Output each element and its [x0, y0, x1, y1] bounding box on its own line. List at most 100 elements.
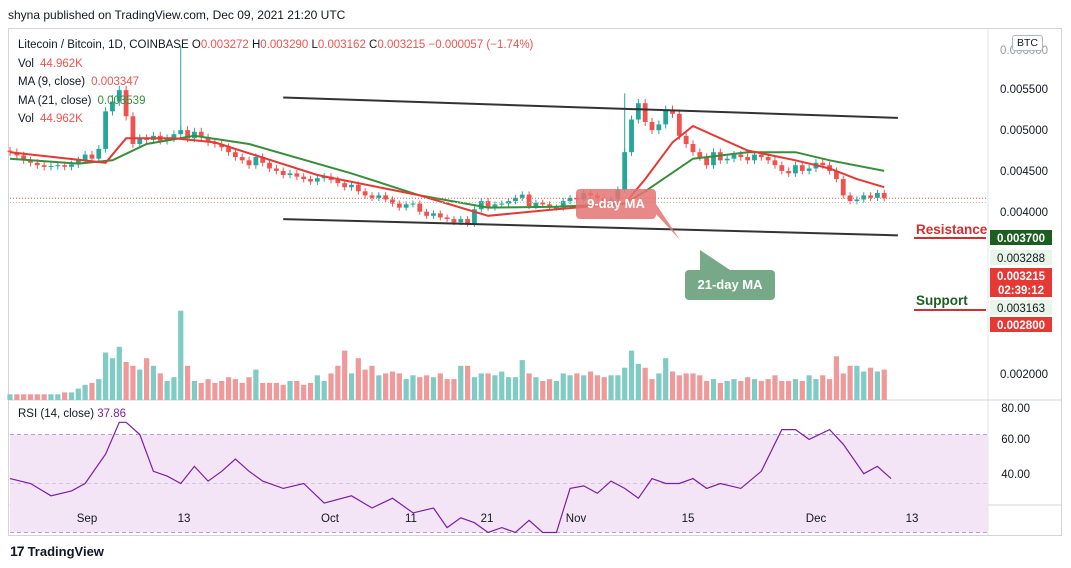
- candle-body: [130, 116, 136, 144]
- candle-body: [649, 121, 655, 131]
- volume-bar: [587, 371, 594, 400]
- x-tick-label: Dec: [806, 513, 827, 525]
- candle-body: [342, 183, 348, 188]
- candle-body: [786, 170, 792, 174]
- price-label-box: [990, 250, 1052, 265]
- candle-body: [280, 170, 286, 175]
- volume-bar: [649, 379, 655, 400]
- candle-body: [335, 179, 341, 184]
- candle-body: [417, 203, 423, 212]
- candle-body: [724, 158, 730, 161]
- candle-body: [444, 217, 450, 220]
- candle-body: [540, 202, 546, 205]
- candle-body: [485, 201, 491, 208]
- volume-bar: [622, 367, 628, 400]
- tradingview-logo-icon: 17: [10, 543, 25, 559]
- candle-body: [690, 143, 696, 153]
- candle-body: [294, 173, 300, 177]
- volume-bar: [144, 358, 150, 400]
- volume-bar: [34, 394, 40, 400]
- rsi-legend-label: RSI (14, close): [18, 408, 95, 420]
- volume-bar: [171, 377, 177, 400]
- volume-bar: [355, 358, 361, 400]
- legend-l-label: L: [311, 39, 318, 51]
- candle-body: [369, 195, 375, 198]
- volume-bar: [164, 381, 170, 400]
- published-line: shyna published on TradingView.com, Dec …: [8, 8, 346, 22]
- candle-body: [519, 194, 525, 198]
- volume-bar: [191, 381, 198, 400]
- legend-vol2-label: Vol: [18, 113, 34, 125]
- volume-bar: [669, 371, 676, 400]
- volume-bar: [48, 394, 54, 400]
- candle-body: [793, 165, 798, 174]
- volume-bar: [130, 365, 136, 400]
- ma9-callout-text: 9-day MA: [587, 196, 645, 211]
- rsi-line: [9, 421, 892, 534]
- ma9-callout-box: [576, 189, 656, 219]
- volume-bar: [820, 375, 826, 400]
- channel-lower-line: [283, 218, 898, 237]
- price-tick-label: 0.005000: [1000, 125, 1048, 137]
- candle-body: [34, 162, 40, 166]
- rsi-tick-label: 80.00: [1001, 403, 1030, 415]
- volume-bar: [232, 379, 238, 400]
- candle-body: [7, 150, 13, 153]
- legend-ma9-value: 0.003347: [91, 76, 140, 88]
- price-label-box: [990, 300, 1052, 315]
- candle-body: [96, 148, 102, 159]
- candle-body: [55, 165, 61, 167]
- volume-bar: [881, 369, 887, 400]
- volume-bar: [710, 379, 717, 400]
- volume-bar: [656, 373, 662, 400]
- volume-bar: [246, 377, 252, 400]
- volume-bar: [137, 369, 143, 400]
- volume-bar: [417, 377, 423, 400]
- candle-body: [260, 157, 266, 163]
- candle-body: [246, 160, 252, 166]
- price-tick-label: 0.004500: [1000, 166, 1048, 178]
- volume-bar: [499, 371, 505, 400]
- candle-body: [82, 154, 88, 161]
- volume-bar: [615, 375, 621, 400]
- volume-bar: [567, 375, 573, 400]
- candle-body: [663, 109, 669, 125]
- volume-bar: [540, 381, 546, 400]
- volume-bar: [458, 365, 464, 400]
- rsi-tick-label: 60.00: [1001, 434, 1030, 446]
- candle-body: [731, 154, 737, 159]
- volume-bar: [731, 379, 737, 400]
- volume-bar: [301, 384, 307, 400]
- footer-brand[interactable]: 17 TradingView: [10, 543, 104, 559]
- legend-h-label: H: [251, 39, 261, 51]
- volume-bar: [225, 377, 232, 400]
- candle-body: [676, 113, 682, 136]
- ma21-callout-box: [685, 270, 775, 300]
- currency-badge[interactable]: BTC: [1012, 35, 1043, 51]
- legend-vol2-row: Vol 44.962K: [18, 110, 533, 129]
- volume-bar: [854, 365, 860, 400]
- price-label-box: [990, 282, 1052, 297]
- volume-bar: [553, 381, 559, 400]
- volume-bar: [376, 375, 382, 400]
- price-label-text: 02:39:12: [998, 285, 1044, 297]
- candle-body: [171, 134, 177, 139]
- volume-bar: [786, 381, 792, 400]
- volume-bar: [451, 379, 457, 400]
- volume-bar: [642, 367, 648, 400]
- legend-ma21-row: MA (21, close) 0.003539: [18, 92, 533, 111]
- legend-close: 0.003215: [377, 39, 426, 51]
- candle-body: [437, 213, 443, 218]
- legend-o-label: O: [191, 39, 201, 51]
- candle-body: [451, 219, 457, 223]
- volume-bar: [123, 362, 129, 400]
- volume-bar: [601, 377, 607, 400]
- volume-bar: [21, 394, 27, 400]
- candle-body: [41, 165, 47, 167]
- ma21-callout-arrow: [700, 250, 730, 270]
- volume-bar: [765, 379, 771, 400]
- candle-body: [89, 154, 95, 159]
- price-tick-label: 0.005500: [1000, 84, 1048, 96]
- x-tick-label: Nov: [566, 513, 587, 525]
